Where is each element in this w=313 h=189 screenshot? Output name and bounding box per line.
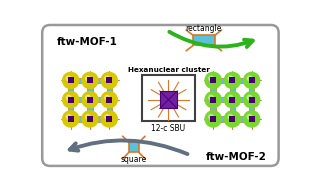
Circle shape: [66, 95, 71, 100]
Bar: [230, 87, 235, 93]
Circle shape: [82, 92, 98, 108]
Polygon shape: [160, 91, 177, 108]
Bar: [78, 116, 83, 122]
Circle shape: [228, 76, 233, 81]
Circle shape: [63, 92, 79, 108]
Text: ftw-MOF-1: ftw-MOF-1: [57, 36, 118, 46]
Bar: [87, 107, 93, 112]
FancyBboxPatch shape: [141, 75, 195, 121]
Circle shape: [101, 111, 117, 127]
Circle shape: [105, 115, 110, 119]
Circle shape: [209, 95, 213, 100]
Circle shape: [82, 111, 98, 127]
Circle shape: [101, 92, 117, 108]
Circle shape: [82, 72, 98, 88]
Circle shape: [209, 115, 213, 119]
Circle shape: [205, 72, 221, 88]
Bar: [87, 87, 93, 93]
Bar: [239, 78, 245, 83]
Circle shape: [209, 76, 213, 81]
Bar: [210, 107, 216, 112]
Circle shape: [105, 76, 110, 81]
Circle shape: [244, 111, 260, 127]
Circle shape: [224, 92, 240, 108]
Bar: [220, 78, 225, 83]
Circle shape: [224, 72, 240, 88]
Circle shape: [228, 95, 233, 100]
Bar: [106, 107, 112, 112]
Bar: [239, 116, 245, 122]
Bar: [239, 97, 245, 102]
Circle shape: [66, 115, 71, 119]
Circle shape: [63, 72, 79, 88]
Circle shape: [244, 92, 260, 108]
FancyBboxPatch shape: [42, 25, 279, 166]
Bar: [68, 107, 74, 112]
Bar: [210, 87, 216, 93]
Bar: [220, 97, 225, 102]
Circle shape: [247, 115, 252, 119]
Circle shape: [228, 115, 233, 119]
Circle shape: [85, 95, 90, 100]
Circle shape: [101, 72, 117, 88]
Circle shape: [244, 72, 260, 88]
Text: ftw-MOF-2: ftw-MOF-2: [206, 152, 267, 162]
Bar: [129, 143, 139, 152]
Circle shape: [105, 95, 110, 100]
Text: Hexanuclear cluster: Hexanuclear cluster: [128, 67, 209, 74]
Circle shape: [247, 76, 252, 81]
Bar: [193, 35, 215, 45]
Bar: [78, 97, 83, 102]
Text: square: square: [121, 155, 147, 164]
Text: 12-c SBU: 12-c SBU: [151, 124, 186, 132]
Bar: [230, 107, 235, 112]
Circle shape: [85, 115, 90, 119]
Circle shape: [247, 95, 252, 100]
Bar: [97, 116, 102, 122]
Bar: [97, 97, 102, 102]
Circle shape: [85, 76, 90, 81]
Circle shape: [63, 111, 79, 127]
Bar: [78, 78, 83, 83]
Circle shape: [66, 76, 71, 81]
Bar: [106, 87, 112, 93]
Bar: [97, 78, 102, 83]
Bar: [249, 107, 254, 112]
Bar: [249, 87, 254, 93]
Circle shape: [205, 92, 221, 108]
Text: rectangle: rectangle: [186, 24, 222, 33]
Circle shape: [205, 111, 221, 127]
Bar: [220, 116, 225, 122]
Bar: [68, 87, 74, 93]
Circle shape: [224, 111, 240, 127]
